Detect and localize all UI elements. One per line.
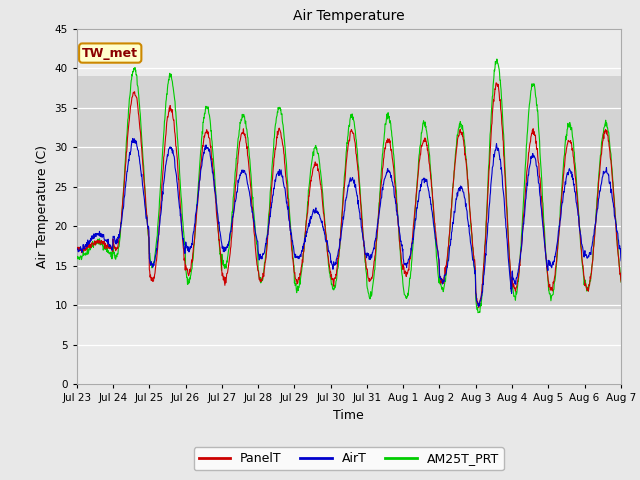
Bar: [77, 309, 621, 384]
X-axis label: Time: Time: [333, 408, 364, 421]
Title: Air Temperature: Air Temperature: [293, 10, 404, 24]
Legend: PanelT, AirT, AM25T_PRT: PanelT, AirT, AM25T_PRT: [194, 447, 504, 470]
Text: TW_met: TW_met: [82, 47, 138, 60]
Y-axis label: Air Temperature (C): Air Temperature (C): [36, 145, 49, 268]
Bar: [77, 29, 621, 76]
